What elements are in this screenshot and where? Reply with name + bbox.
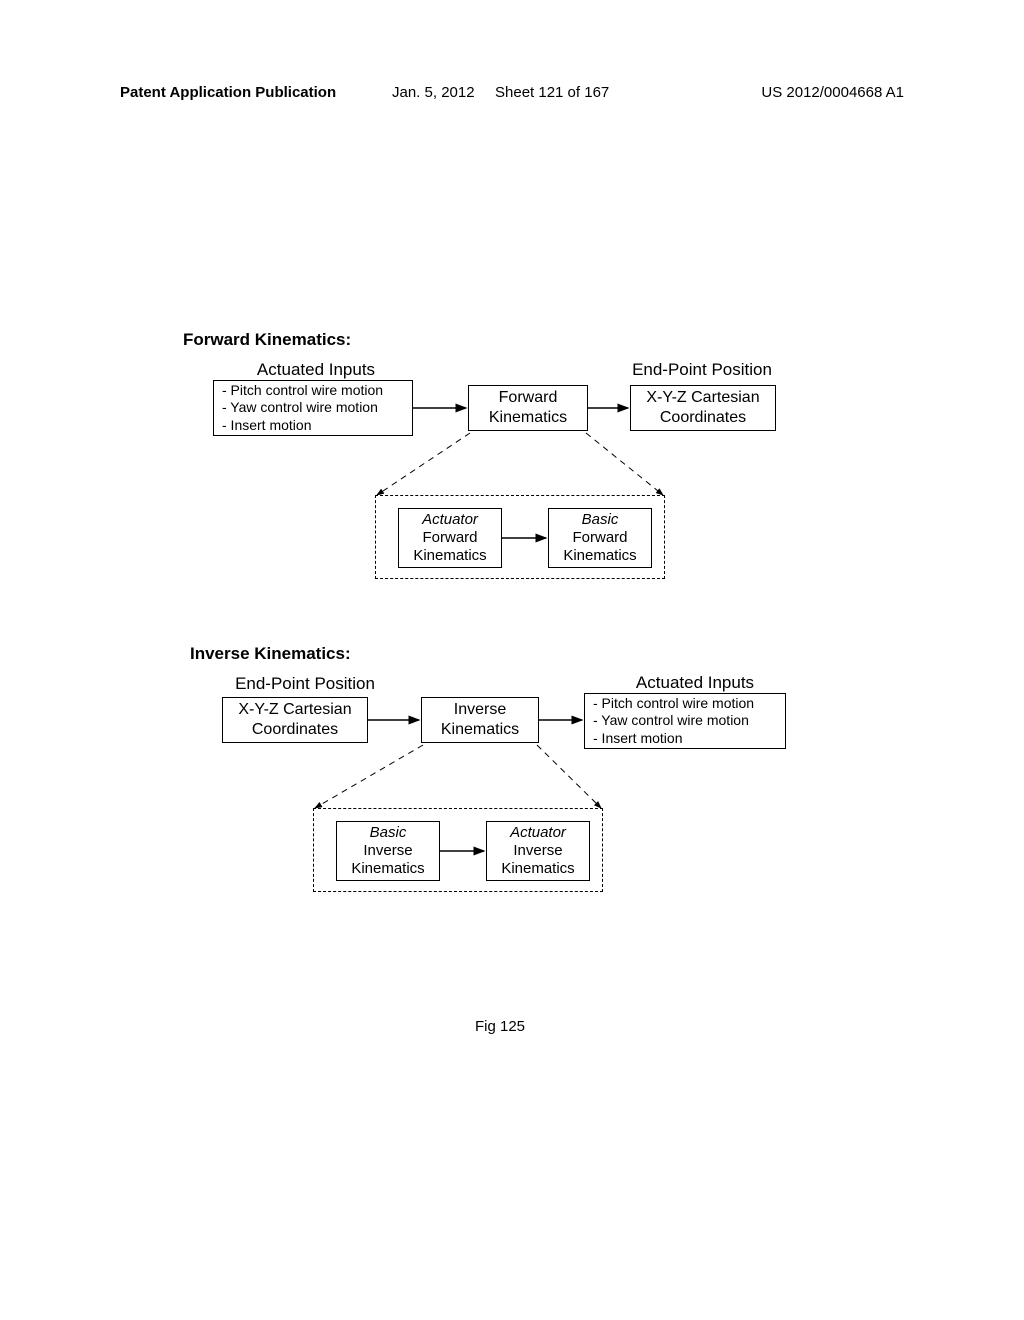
list-item: - Pitch control wire motion: [593, 695, 754, 713]
list-item: - Insert motion: [593, 730, 682, 748]
s1-actuated-inputs-box: - Pitch control wire motion - Yaw contro…: [213, 380, 413, 436]
box-line-ital: Actuator: [491, 824, 585, 842]
figure-caption: Fig 125: [460, 1018, 540, 1035]
header-publication: Patent Application Publication: [120, 84, 336, 101]
box-line: Coordinates: [660, 408, 746, 428]
box-line: Inverse: [491, 842, 585, 860]
s1-actuated-inputs-label: Actuated Inputs: [246, 360, 386, 380]
list-item: - Pitch control wire motion: [222, 382, 383, 400]
box-line: Inverse: [341, 842, 435, 860]
s1-forward-kinematics-box: Forward Kinematics: [468, 385, 588, 431]
section1-title: Forward Kinematics:: [183, 330, 351, 350]
box-line: Kinematics: [403, 547, 497, 565]
header-date: Jan. 5, 2012: [392, 84, 475, 101]
box-line: Kinematics: [441, 720, 519, 740]
box-line: Kinematics: [341, 860, 435, 878]
box-line: Inverse: [454, 700, 506, 720]
s2-endpoint-box: X-Y-Z Cartesian Coordinates: [222, 697, 368, 743]
box-line: Kinematics: [491, 860, 585, 878]
s2-actuated-inputs-box: - Pitch control wire motion - Yaw contro…: [584, 693, 786, 749]
box-line: Forward: [553, 529, 647, 547]
s2-basic-ik-box: Basic Inverse Kinematics: [336, 821, 440, 881]
s1-actuator-fk-box: Actuator Forward Kinematics: [398, 508, 502, 568]
box-line: Kinematics: [553, 547, 647, 565]
box-line: X-Y-Z Cartesian: [646, 388, 759, 408]
box-line-ital: Basic: [341, 824, 435, 842]
box-line-ital: Basic: [553, 511, 647, 529]
s1-endpoint-label: End-Point Position: [617, 360, 787, 380]
s1-basic-fk-box: Basic Forward Kinematics: [548, 508, 652, 568]
header-pubno: US 2012/0004668 A1: [761, 84, 904, 101]
section2-title: Inverse Kinematics:: [190, 644, 351, 664]
box-line: X-Y-Z Cartesian: [238, 700, 351, 720]
list-item: - Yaw control wire motion: [222, 399, 378, 417]
s2-endpoint-label: End-Point Position: [220, 674, 390, 694]
arrows-overlay: [0, 0, 1024, 1320]
box-line: Coordinates: [252, 720, 338, 740]
box-line: Kinematics: [489, 408, 567, 428]
s1-endpoint-box: X-Y-Z Cartesian Coordinates: [630, 385, 776, 431]
s2-inverse-kinematics-box: Inverse Kinematics: [421, 697, 539, 743]
list-item: - Insert motion: [222, 417, 311, 435]
box-line: Forward: [499, 388, 558, 408]
box-line: Forward: [403, 529, 497, 547]
s2-actuator-ik-box: Actuator Inverse Kinematics: [486, 821, 590, 881]
header-sheet: Sheet 121 of 167: [495, 84, 609, 101]
s2-actuated-inputs-label: Actuated Inputs: [620, 673, 770, 693]
box-line-ital: Actuator: [403, 511, 497, 529]
list-item: - Yaw control wire motion: [593, 712, 749, 730]
